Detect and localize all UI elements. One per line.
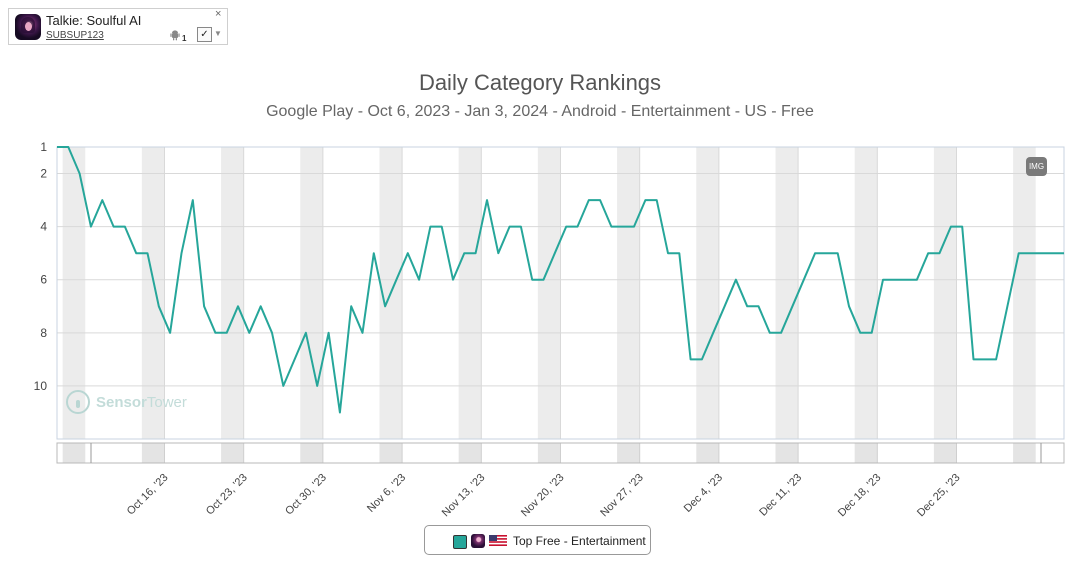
chart-subtitle: Google Play - Oct 6, 2023 - Jan 3, 2024 … [266,103,814,120]
legend[interactable]: Top Free - Entertainment [424,525,651,555]
x-tick-label: Oct 16, '23 [125,472,171,518]
x-tick-label: Nov 27, '23 [598,472,646,520]
weekend-band [141,147,165,439]
x-tick-label: Dec 11, '23 [757,472,804,519]
x-tick-label: Nov 20, '23 [519,472,567,520]
navigator-band [854,443,878,463]
navigator-band [379,443,403,463]
weekend-band [537,147,561,439]
navigator-band [62,443,86,463]
y-tick-label: 6 [40,273,47,287]
app-name: Talkie: Soulful AI [46,13,142,28]
navigator-band [300,443,323,463]
weekend-band [221,147,244,439]
watermark-brand-b: Tower [146,394,187,411]
weekend-band [62,147,86,439]
x-tick-label: Dec 25, '23 [915,472,963,520]
weekend-band [696,147,719,439]
android-icon [170,30,180,41]
y-tick-label: 1 [40,140,47,154]
weekend-band [1013,147,1036,439]
y-tick-label: 2 [40,167,47,181]
legend-app-icon [471,534,485,548]
y-tick-label: 4 [40,220,47,234]
weekend-band [458,147,482,439]
x-tick-label: Dec 4, '23 [682,472,725,515]
ranking-chart: 1 2 4 6 8 10 Oct 16, '23 Oct 23, '23 Oct 30, '23… [34,140,1065,520]
x-tick-label: Nov 6, '23 [365,472,408,515]
navigator-frame [56,442,1065,464]
platform-count: 1 [182,34,187,43]
y-tick-label: 8 [40,326,47,340]
chart-title: Daily Category Rankings [418,70,662,95]
legend-swatch [453,535,467,549]
series-line [57,146,1064,414]
weekend-band [854,147,878,439]
watermark-brand-a: Sensor [96,394,147,411]
x-tick-label: Nov 13, '23 [440,472,488,520]
plot-frame [56,146,1065,440]
x-tick-label: Oct 23, '23 [204,472,250,518]
app-publisher-link[interactable]: SUBSUP123 [46,30,104,41]
sensortower-logo-icon [66,390,90,414]
navigator-band [1013,443,1036,463]
navigator-band [141,443,165,463]
weekend-band [300,147,323,439]
export-image-button[interactable]: IMG [1026,157,1047,176]
visibility-checkbox[interactable]: ✓ [197,27,212,42]
chevron-down-icon[interactable]: ▼ [214,29,222,38]
navigator-band [458,443,482,463]
navigator-band [933,443,957,463]
navigator-band [221,443,244,463]
y-tick-label: 10 [34,379,48,393]
x-tick-label: Dec 18, '23 [836,472,884,520]
close-icon[interactable]: × [215,8,222,20]
x-tick-label: Oct 30, '23 [283,472,329,518]
weekend-band [775,147,799,439]
weekend-band [617,147,640,439]
navigator-band [617,443,640,463]
app-icon [15,14,41,40]
navigator-band [775,443,799,463]
navigator-band [537,443,561,463]
weekend-band [933,147,957,439]
legend-label: Top Free - Entertainment [513,534,646,548]
app-card: Talkie: Soulful AI SUBSUP123 1 × ✓ ▼ [8,8,228,45]
us-flag-icon [489,535,507,546]
navigator-band [696,443,719,463]
